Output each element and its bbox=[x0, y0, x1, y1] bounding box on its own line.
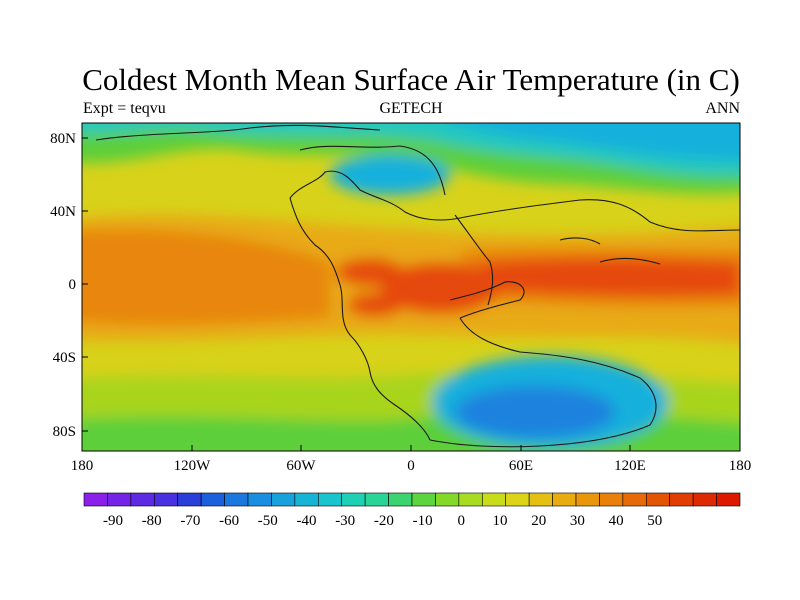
source-label: GETECH bbox=[379, 100, 443, 117]
colorbar-label: -40 bbox=[297, 513, 317, 529]
western-continent-coast bbox=[289, 197, 431, 441]
colorbar-swatch bbox=[364, 492, 389, 507]
colorbar-swatch bbox=[505, 492, 530, 507]
colorbar-label: 0 bbox=[458, 513, 466, 529]
y-tick-label: 40N bbox=[50, 204, 76, 220]
colorbar-swatch bbox=[575, 492, 600, 507]
temperature-field bbox=[82, 123, 740, 451]
colorbar-swatch bbox=[481, 492, 507, 507]
arctic-cold-region bbox=[455, 123, 740, 161]
inland-coast bbox=[454, 214, 494, 306]
colorbar-swatch bbox=[528, 492, 553, 507]
small-island-coast bbox=[559, 237, 601, 245]
coastlines bbox=[95, 124, 740, 448]
colorbar-swatch bbox=[341, 492, 366, 507]
colorbar-swatch bbox=[200, 492, 225, 507]
colorbar-label: -30 bbox=[335, 513, 355, 529]
eastern-island-coast bbox=[599, 257, 661, 265]
x-tick-label: 180 bbox=[71, 458, 94, 474]
colorbar bbox=[83, 492, 741, 507]
colorbar-label: -10 bbox=[413, 513, 433, 529]
colorbar-swatch bbox=[411, 492, 436, 507]
y-axis: 80N 40N 0 40S 80S bbox=[50, 131, 88, 440]
y-tick-label: 80S bbox=[53, 424, 76, 440]
colorbar-swatch bbox=[83, 492, 108, 507]
pacific-warm-region bbox=[82, 229, 330, 325]
colorbar-swatch bbox=[692, 492, 717, 507]
colorbar-swatch bbox=[388, 492, 413, 507]
southwestern-hot-region bbox=[347, 293, 403, 317]
x-tick-label: 180 bbox=[729, 458, 752, 474]
colorbar-swatch bbox=[435, 492, 460, 507]
colorbar-labels: -90 -80 -70 -60 -50 -40 -30 -20 -10 0 10 20 30 40 50 bbox=[103, 513, 662, 529]
colorbar-label: -80 bbox=[142, 513, 162, 529]
colorbar-swatch bbox=[716, 492, 741, 507]
central-coast bbox=[449, 281, 525, 319]
colorbar-swatch bbox=[294, 492, 319, 507]
north-inlet-coast bbox=[299, 145, 446, 196]
colorbar-swatch bbox=[153, 492, 179, 507]
colorbar-label: 10 bbox=[493, 513, 508, 529]
x-tick-label: 60W bbox=[286, 458, 316, 474]
colorbar-swatch bbox=[458, 492, 483, 507]
colorbar-swatch bbox=[622, 492, 647, 507]
colorbar-swatch bbox=[271, 492, 296, 507]
colorbar-swatch bbox=[645, 492, 671, 507]
x-tick-label: 120E bbox=[614, 458, 646, 474]
x-tick-label: 0 bbox=[407, 458, 415, 474]
northern-continent-coast bbox=[289, 170, 740, 232]
map-title: Coldest Month Mean Surface Air Temperatu… bbox=[82, 62, 740, 97]
southern-continent-coast bbox=[429, 317, 657, 448]
colorbar-label: 20 bbox=[531, 513, 546, 529]
central-hot-region bbox=[380, 262, 500, 314]
colorbar-label: -90 bbox=[103, 513, 123, 529]
western-hot-region bbox=[336, 258, 404, 286]
colorbar-label: 50 bbox=[647, 513, 662, 529]
colorbar-swatch bbox=[317, 492, 343, 507]
y-tick-label: 80N bbox=[50, 131, 76, 147]
north-continent-cold-region bbox=[330, 155, 450, 195]
colorbar-swatch bbox=[224, 492, 249, 507]
colorbar-label: 30 bbox=[570, 513, 585, 529]
colorbar-swatch bbox=[107, 492, 132, 507]
colorbar-swatch bbox=[177, 492, 202, 507]
colorbar-label: -70 bbox=[180, 513, 200, 529]
colorbar-swatch bbox=[130, 492, 155, 507]
colorbar-label: -20 bbox=[374, 513, 394, 529]
x-axis: 180 120W 60W 0 60E 120E 180 bbox=[71, 445, 752, 474]
colorbar-label: -60 bbox=[219, 513, 239, 529]
colorbar-swatch bbox=[669, 492, 694, 507]
experiment-label: Expt = teqvu bbox=[83, 100, 166, 117]
colorbar-swatch bbox=[599, 492, 624, 507]
colorbar-swatch bbox=[247, 492, 272, 507]
y-tick-label: 40S bbox=[53, 350, 76, 366]
southern-continent-coldest-region bbox=[455, 386, 615, 438]
period-label: ANN bbox=[705, 100, 740, 117]
y-tick-label: 0 bbox=[69, 277, 77, 293]
eastern-hot-region bbox=[480, 257, 740, 297]
colorbar-label: 40 bbox=[609, 513, 624, 529]
x-tick-label: 120W bbox=[174, 458, 212, 474]
colorbar-swatch bbox=[552, 492, 577, 507]
colorbar-label: -50 bbox=[258, 513, 278, 529]
x-tick-label: 60E bbox=[509, 458, 533, 474]
north-coastline bbox=[95, 124, 381, 141]
